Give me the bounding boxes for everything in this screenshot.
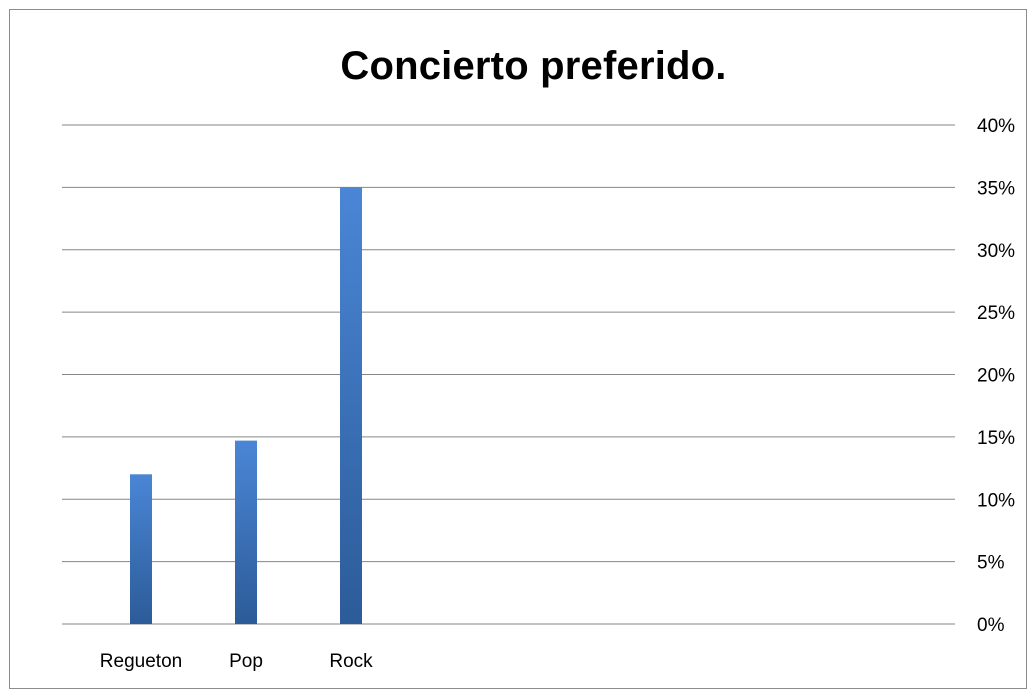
y-tick-label: 5% [977, 553, 1005, 574]
bar-pop [235, 440, 257, 624]
y-tick-label: 40% [977, 116, 1015, 137]
y-axis-tick-labels: 0% 5% 10% 15% 20% 25% 30% 35% 40% [977, 116, 1015, 636]
x-axis-tick-labels: Regueton Pop Rock [100, 651, 373, 672]
chart-title: Concierto preferido. [340, 44, 727, 88]
bar-rock [340, 187, 362, 624]
gridlines [62, 124, 955, 625]
y-tick-label: 0% [977, 615, 1005, 636]
bars [130, 187, 362, 624]
y-tick-label: 25% [977, 303, 1015, 324]
y-tick-label: 10% [977, 490, 1015, 511]
bar-regueton [130, 474, 152, 624]
x-tick-label: Regueton [100, 651, 182, 672]
x-tick-label: Pop [229, 651, 263, 672]
y-tick-label: 30% [977, 241, 1015, 262]
y-tick-label: 15% [977, 428, 1015, 449]
chart-frame [9, 9, 1027, 689]
x-tick-label: Rock [329, 651, 373, 672]
y-tick-label: 35% [977, 178, 1015, 199]
y-tick-label: 20% [977, 366, 1015, 387]
